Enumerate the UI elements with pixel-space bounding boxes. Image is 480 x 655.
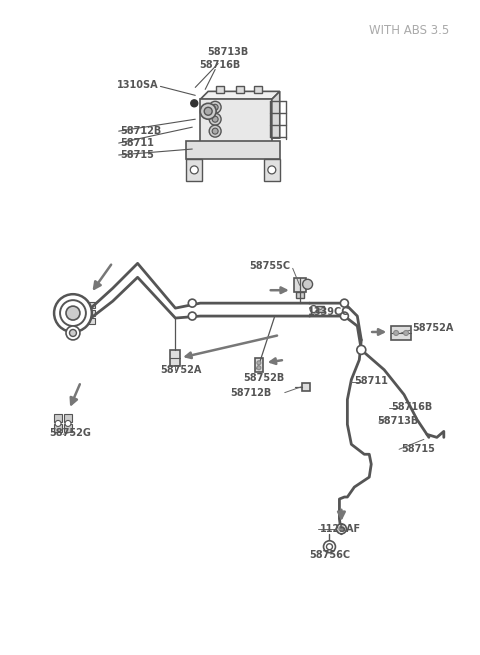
- Text: 58752A: 58752A: [412, 323, 454, 333]
- Text: 58712B: 58712B: [230, 388, 271, 398]
- Text: 1310SA: 1310SA: [117, 81, 158, 90]
- Polygon shape: [272, 92, 280, 138]
- Circle shape: [302, 279, 312, 290]
- Circle shape: [404, 331, 408, 335]
- Text: 58715: 58715: [401, 444, 435, 455]
- Circle shape: [212, 128, 218, 134]
- Circle shape: [339, 527, 344, 531]
- Bar: [186, 159, 202, 181]
- Text: 58715: 58715: [120, 150, 155, 160]
- Circle shape: [55, 421, 61, 426]
- Circle shape: [66, 306, 80, 320]
- Circle shape: [340, 299, 348, 307]
- Bar: [54, 424, 62, 432]
- Circle shape: [188, 312, 196, 320]
- Polygon shape: [200, 92, 280, 100]
- Circle shape: [310, 306, 317, 312]
- Bar: [64, 424, 72, 432]
- Bar: [391, 326, 411, 340]
- Text: 58711: 58711: [354, 376, 388, 386]
- Circle shape: [212, 116, 218, 122]
- Circle shape: [200, 103, 216, 119]
- Text: WITH ABS 3.5: WITH ABS 3.5: [369, 24, 449, 37]
- Circle shape: [357, 345, 366, 354]
- Bar: [186, 141, 280, 159]
- Circle shape: [257, 361, 261, 365]
- Circle shape: [209, 125, 221, 137]
- Circle shape: [257, 365, 261, 370]
- Text: 58711: 58711: [120, 138, 155, 148]
- Circle shape: [188, 299, 196, 307]
- Circle shape: [65, 421, 71, 426]
- Text: 58752B: 58752B: [243, 373, 284, 383]
- Bar: [301, 383, 310, 390]
- Bar: [254, 86, 262, 94]
- Text: 58713B: 58713B: [377, 417, 419, 426]
- Circle shape: [190, 166, 198, 174]
- Circle shape: [394, 331, 398, 335]
- Circle shape: [60, 300, 86, 326]
- Circle shape: [191, 100, 198, 107]
- Circle shape: [204, 107, 212, 115]
- Bar: [264, 159, 280, 181]
- Text: 58712B: 58712B: [120, 126, 162, 136]
- Text: 1125AF: 1125AF: [320, 524, 360, 534]
- Circle shape: [326, 544, 333, 550]
- Bar: [216, 86, 224, 94]
- Text: 58752G: 58752G: [49, 428, 91, 438]
- Text: 58716B: 58716B: [391, 402, 432, 411]
- Circle shape: [336, 524, 347, 534]
- Bar: [236, 86, 244, 94]
- Bar: [200, 100, 272, 146]
- Circle shape: [70, 329, 76, 337]
- Text: 58755C: 58755C: [249, 261, 290, 271]
- Text: 58716B: 58716B: [200, 60, 241, 69]
- Circle shape: [268, 166, 276, 174]
- Text: 58752A: 58752A: [160, 365, 202, 375]
- Bar: [87, 318, 95, 324]
- Bar: [255, 358, 263, 372]
- Bar: [296, 292, 304, 298]
- Bar: [87, 302, 95, 308]
- Circle shape: [212, 104, 218, 110]
- Text: 58756C: 58756C: [309, 550, 350, 559]
- Bar: [315, 306, 324, 312]
- Circle shape: [324, 541, 336, 553]
- Circle shape: [340, 312, 348, 320]
- Bar: [170, 350, 180, 365]
- Bar: [64, 415, 72, 422]
- Circle shape: [66, 326, 80, 340]
- Bar: [87, 310, 95, 316]
- Circle shape: [54, 294, 92, 332]
- Bar: [294, 278, 306, 292]
- Text: 58713B: 58713B: [207, 47, 249, 56]
- Circle shape: [209, 113, 221, 125]
- Text: 1339CC: 1339CC: [308, 307, 349, 317]
- Bar: [54, 415, 62, 422]
- Circle shape: [209, 102, 221, 113]
